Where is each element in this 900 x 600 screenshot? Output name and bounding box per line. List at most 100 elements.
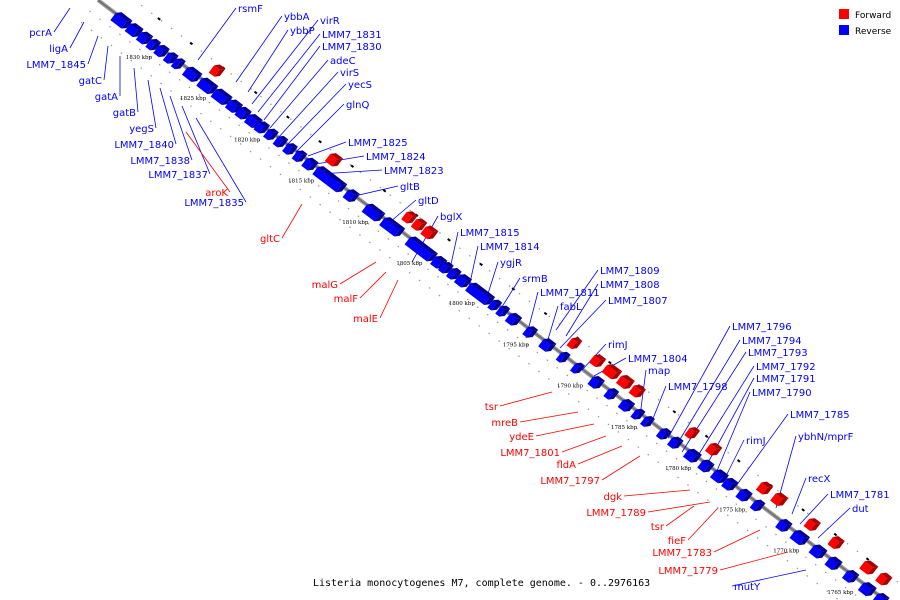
gene-label: LMM7_1811	[540, 288, 600, 299]
label-connector	[263, 45, 321, 121]
legend-reverse-swatch	[839, 25, 849, 35]
forward-gene	[420, 225, 439, 240]
tick-mark	[704, 434, 709, 439]
label-connector	[339, 261, 377, 285]
reverse-gene	[404, 236, 438, 262]
gene-label: ybbP	[290, 26, 315, 37]
label-connector	[389, 199, 417, 223]
label-connectors	[53, 7, 851, 587]
label-connector	[555, 269, 599, 331]
label-connector	[169, 95, 193, 161]
reverse-gene	[145, 38, 162, 51]
label-connector	[799, 493, 829, 525]
reverse-gene	[775, 519, 793, 532]
reverse-gene	[234, 106, 252, 120]
gene-label: adeC	[330, 56, 356, 67]
reverse-gene	[487, 299, 503, 311]
reverse-gene	[282, 143, 298, 155]
gene-label: ybbA	[284, 12, 310, 23]
gene-label: tsr	[651, 522, 665, 533]
gene-label: glnQ	[346, 100, 369, 111]
tick-mark	[286, 115, 290, 119]
gene-label: bglX	[440, 212, 462, 223]
reverse-gene	[824, 556, 843, 570]
reverse-gene	[522, 326, 539, 338]
forward-gene	[684, 427, 701, 439]
gene-label: LMM7_1801	[500, 448, 560, 459]
gene-label: aroK	[205, 188, 228, 199]
tick-mark	[865, 557, 870, 561]
tick-mark	[447, 238, 451, 242]
label-connector	[251, 19, 319, 105]
forward-gene	[324, 153, 344, 167]
reverse-gene	[291, 150, 308, 162]
reverse-gene	[437, 261, 454, 274]
kbp-label: 1830 kbp	[126, 55, 153, 61]
legend-forward-swatch	[839, 9, 849, 19]
label-connector	[499, 277, 521, 311]
gene-label: gltD	[418, 196, 439, 207]
forward-gene	[628, 384, 647, 398]
gene-label: LMM7_1790	[752, 388, 812, 399]
label-connector	[87, 35, 99, 65]
label-connector	[379, 279, 399, 319]
reverse-gene	[445, 268, 462, 280]
reverse-gene	[721, 477, 739, 491]
label-connector	[195, 117, 247, 203]
tick-mark	[189, 41, 194, 46]
label-connector	[687, 507, 719, 541]
gene-label: gltB	[400, 182, 420, 193]
reverse-gene	[361, 203, 386, 222]
forward-gene	[601, 364, 623, 380]
label-connector	[467, 245, 479, 293]
kbp-label: 1770 kbp	[773, 549, 800, 555]
label-connector	[565, 283, 599, 337]
gene-label: LMM7_1835	[184, 198, 244, 209]
reverse-gene	[301, 157, 319, 171]
gene-label: LMM7_1837	[148, 170, 208, 181]
label-connector	[159, 87, 177, 145]
gene-label: LMM7_1840	[114, 140, 174, 151]
gene-label: LMM7_1830	[322, 42, 382, 53]
tick-mark	[608, 360, 612, 365]
reverse-gene	[253, 121, 271, 134]
gene-label: map	[648, 366, 670, 377]
reverse-gene	[210, 88, 233, 105]
forward-gene	[755, 481, 774, 495]
label-connector	[499, 391, 553, 407]
forward-gene	[566, 337, 583, 349]
kbp-label: 1805 kbp	[396, 261, 423, 267]
label-connector	[713, 391, 751, 479]
label-connector	[535, 423, 595, 437]
reverse-gene	[153, 44, 170, 58]
label-connector	[307, 141, 347, 157]
reverse-gene	[465, 282, 496, 306]
forward-gene	[208, 64, 226, 77]
kbp-label: 1810 kbp	[342, 220, 369, 226]
gene-label: yegS	[129, 124, 154, 135]
forward-gene	[615, 374, 635, 389]
gene-label: rsmF	[238, 4, 263, 15]
gene-label: LMM7_1809	[600, 266, 660, 277]
tick-mark	[479, 262, 483, 267]
gene-label: malG	[312, 280, 338, 291]
gene-label: srmB	[522, 274, 548, 285]
tick-mark	[350, 164, 355, 168]
reverse-gene	[630, 408, 646, 420]
gene-label: LMM7_1789	[586, 508, 646, 519]
gene-label: fabL	[560, 302, 582, 313]
gene-label: virS	[340, 68, 359, 79]
dotted-track-line	[80, 21, 840, 600]
reverse-gene	[272, 135, 289, 148]
gene-label: LMM7_1793	[748, 348, 808, 359]
reverse-gene	[124, 23, 144, 38]
gene-label: LMM7_1797	[540, 476, 600, 487]
legend-reverse-label: Reverse	[855, 27, 892, 37]
label-connector	[69, 21, 85, 49]
reverse-gene	[667, 436, 684, 449]
label-connector	[53, 7, 71, 33]
gene-label: dgk	[604, 492, 623, 503]
gene-label: LMM7_1825	[348, 138, 408, 149]
gene-label: LMM7_1807	[608, 296, 668, 307]
